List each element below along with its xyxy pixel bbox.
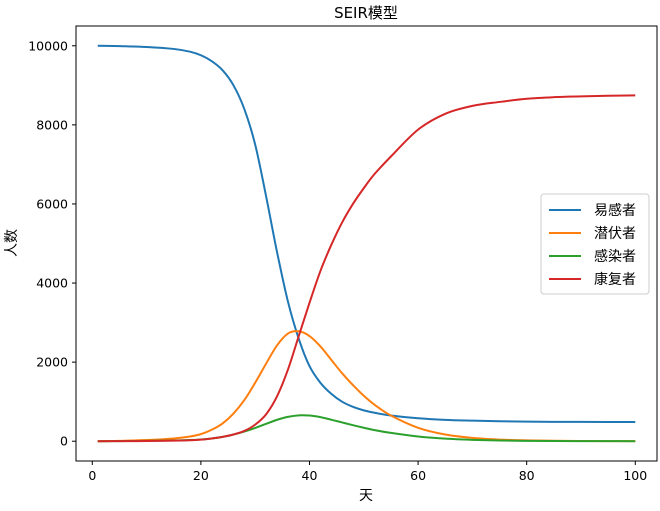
plot-lines [97,44,636,443]
series-line-1 [97,330,636,443]
y-tick-label: 4000 [36,276,68,291]
legend-label: 感染者 [594,248,636,265]
x-tick-label: 20 [193,468,209,483]
x-tick-label: 0 [88,468,96,483]
legend-label: 康复者 [594,271,636,288]
y-tick-label: 8000 [36,117,68,132]
y-tick-label: 0 [60,434,68,449]
x-axis-ticks: 0 20 40 60 80 100 [88,461,647,483]
y-tick-label: 10000 [28,38,68,53]
legend-label: 潜伏者 [594,226,636,242]
x-tick-label: 60 [410,468,426,483]
x-tick-label: 100 [623,468,647,483]
chart-title: SEIR模型 [334,4,398,22]
legend-label: 易感者 [594,202,636,219]
x-tick-label: 40 [302,468,318,483]
legend-box [540,193,650,295]
y-axis-label: 人数 [4,229,20,257]
x-tick-label: 80 [519,468,535,483]
x-axis-label: 天 [359,488,373,504]
series-line-3 [97,94,636,443]
y-tick-label: 2000 [36,355,68,370]
y-tick-label: 6000 [36,196,68,211]
plot-frame [75,25,658,462]
y-axis-ticks: 0 2000 4000 6000 8000 10000 [28,38,76,449]
series-line-0 [97,44,636,424]
